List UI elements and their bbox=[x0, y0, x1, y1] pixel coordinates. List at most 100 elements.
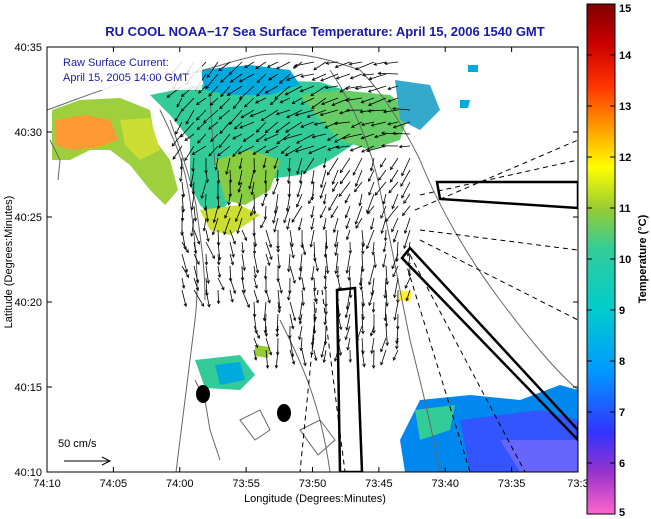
current-vector bbox=[260, 217, 267, 229]
current-vector bbox=[268, 73, 279, 81]
current-vector bbox=[320, 73, 339, 82]
current-vector-head bbox=[338, 326, 343, 331]
current-vector bbox=[403, 193, 411, 204]
current-vector-head bbox=[273, 228, 277, 233]
current-vector-head bbox=[339, 89, 344, 93]
current-vector bbox=[380, 157, 387, 168]
current-vector-head bbox=[380, 215, 384, 219]
current-vector bbox=[324, 265, 327, 279]
x-tick-label: 73:55 bbox=[232, 478, 260, 490]
current-vector-head bbox=[326, 137, 331, 141]
current-vector-head bbox=[368, 191, 372, 196]
current-vector-head bbox=[184, 157, 188, 162]
current-vector-head bbox=[323, 321, 327, 326]
current-vector bbox=[219, 121, 231, 134]
current-vector bbox=[218, 109, 231, 120]
current-vector bbox=[299, 301, 303, 321]
current-vector bbox=[295, 109, 315, 116]
current-vector bbox=[324, 277, 327, 290]
current-vector bbox=[404, 217, 411, 234]
current-vector bbox=[193, 253, 200, 265]
current-vector bbox=[313, 349, 317, 361]
current-vector-head bbox=[382, 248, 387, 253]
current-vector bbox=[380, 337, 387, 352]
current-vector-head bbox=[267, 299, 271, 304]
current-vector-head bbox=[300, 74, 304, 78]
current-vector bbox=[277, 253, 280, 269]
current-vector bbox=[373, 61, 387, 65]
current-vector-head bbox=[263, 137, 268, 141]
current-vector bbox=[362, 73, 375, 76]
current-vector bbox=[366, 145, 387, 152]
current-vector-head bbox=[272, 191, 276, 196]
current-vector-head bbox=[268, 244, 273, 248]
current-vector-head bbox=[256, 335, 261, 340]
current-vector-head bbox=[349, 148, 354, 152]
current-vector-head bbox=[225, 171, 229, 176]
current-vector-head bbox=[193, 250, 198, 255]
current-vector bbox=[265, 169, 267, 184]
current-vector bbox=[384, 277, 387, 298]
current-vector-head bbox=[369, 332, 374, 337]
current-vector-head bbox=[185, 249, 189, 254]
current-vector bbox=[311, 205, 315, 218]
current-vector-head bbox=[282, 136, 287, 141]
current-vector-head bbox=[382, 200, 386, 205]
current-vector-head bbox=[368, 76, 373, 81]
current-vector-head bbox=[298, 276, 302, 281]
current-vector-head bbox=[263, 180, 268, 185]
current-vector-head bbox=[274, 365, 279, 369]
current-vector bbox=[191, 193, 195, 210]
current-vector-head bbox=[301, 302, 305, 307]
current-vector-head bbox=[267, 262, 271, 267]
colorbar-ticks: 15 14 13 12 11 10 9 8 7 6 5 bbox=[587, 3, 632, 519]
current-vector-head bbox=[346, 346, 350, 351]
current-vector bbox=[335, 61, 351, 68]
current-vector bbox=[279, 73, 291, 84]
y-tick-label: 40:15 bbox=[14, 382, 42, 394]
current-vector-head bbox=[279, 290, 283, 294]
current-vector bbox=[229, 169, 231, 183]
current-vector bbox=[229, 253, 234, 265]
current-vector bbox=[265, 241, 273, 260]
current-vector bbox=[261, 109, 279, 121]
colorbar-label: Temperature (°C) bbox=[637, 214, 649, 303]
current-vector bbox=[285, 121, 303, 133]
current-vector-head bbox=[390, 166, 394, 171]
current-vector-head bbox=[325, 270, 330, 275]
current-vector bbox=[399, 145, 411, 148]
current-vector bbox=[223, 217, 231, 235]
current-vector-head bbox=[285, 77, 290, 81]
current-vector-head bbox=[345, 108, 350, 113]
current-vector bbox=[208, 121, 219, 130]
radar-coverage-outlines bbox=[335, 180, 578, 472]
current-vector bbox=[345, 217, 351, 229]
current-vector bbox=[288, 253, 291, 272]
current-vector bbox=[191, 217, 195, 237]
current-vector bbox=[387, 97, 399, 103]
current-vector-head bbox=[335, 145, 340, 149]
current-vector-head bbox=[385, 281, 389, 286]
colorbar-tick-label: 10 bbox=[619, 254, 631, 266]
current-vector-head bbox=[205, 179, 209, 184]
current-vector-head bbox=[345, 225, 349, 230]
current-vector bbox=[205, 289, 210, 307]
current-vector-head bbox=[401, 172, 405, 177]
current-vector bbox=[239, 85, 255, 100]
current-vector-head bbox=[276, 66, 280, 70]
current-vector bbox=[285, 85, 303, 96]
current-vector bbox=[291, 205, 303, 223]
current-vector-head bbox=[296, 203, 300, 208]
current-vector-head bbox=[214, 166, 218, 171]
current-vector-head bbox=[387, 122, 391, 126]
current-vector bbox=[361, 133, 375, 139]
current-vector bbox=[277, 301, 280, 313]
current-vector-head bbox=[262, 317, 267, 322]
current-vector bbox=[323, 157, 327, 168]
current-vector bbox=[361, 229, 364, 247]
current-vector-head bbox=[367, 210, 371, 215]
current-vector bbox=[404, 277, 411, 289]
current-vector bbox=[197, 133, 207, 144]
current-vector bbox=[220, 73, 231, 83]
current-vector bbox=[383, 193, 387, 205]
